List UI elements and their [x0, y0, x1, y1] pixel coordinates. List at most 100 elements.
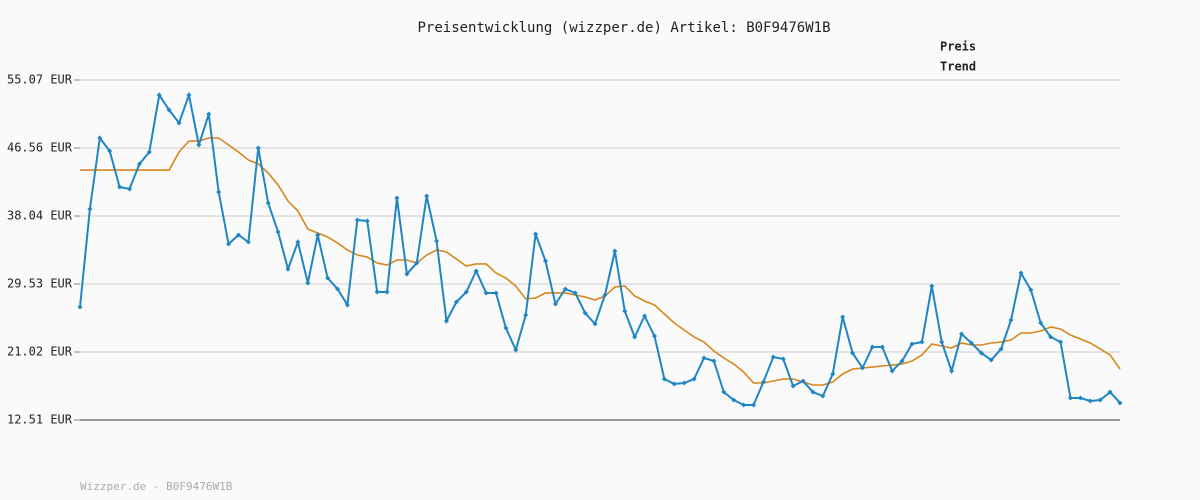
- point: [830, 371, 836, 377]
- point: [473, 268, 479, 274]
- point: [998, 346, 1004, 352]
- point: [117, 184, 123, 190]
- point: [721, 389, 727, 395]
- point: [186, 92, 192, 98]
- point: [543, 258, 549, 264]
- point: [424, 193, 430, 199]
- point: [226, 241, 232, 247]
- point: [780, 356, 786, 362]
- chart-title: Preisentwicklung (wizzper.de) Artikel: B…: [417, 20, 830, 36]
- point: [879, 344, 885, 350]
- legend-label: Trend: [940, 60, 976, 74]
- point: [216, 189, 222, 195]
- point: [909, 341, 915, 347]
- point: [770, 354, 776, 360]
- point: [899, 358, 905, 364]
- point: [305, 280, 311, 286]
- point: [671, 381, 677, 387]
- point: [156, 92, 162, 98]
- point: [1058, 339, 1064, 345]
- point: [483, 290, 489, 296]
- y-tick-label: 46.56 EUR: [7, 140, 73, 154]
- point: [651, 333, 657, 339]
- point: [800, 378, 806, 384]
- point: [384, 289, 390, 295]
- point: [315, 232, 321, 238]
- point: [404, 271, 410, 277]
- point: [374, 289, 380, 295]
- point: [622, 308, 628, 314]
- point: [196, 142, 202, 148]
- point: [443, 318, 449, 324]
- point: [344, 302, 350, 308]
- point: [760, 379, 766, 385]
- point: [939, 339, 945, 345]
- point: [612, 248, 618, 254]
- point: [1067, 395, 1073, 401]
- point: [691, 376, 697, 382]
- point: [731, 397, 737, 403]
- point: [562, 286, 568, 292]
- point: [325, 275, 331, 281]
- point: [1038, 320, 1044, 326]
- point: [87, 206, 93, 212]
- point: [889, 368, 895, 374]
- point: [146, 149, 152, 155]
- legend-label: Preis: [940, 40, 976, 54]
- point: [840, 314, 846, 320]
- point: [978, 350, 984, 356]
- point: [701, 355, 707, 361]
- point: [206, 111, 212, 117]
- point: [741, 402, 747, 408]
- point: [820, 393, 826, 399]
- point: [552, 301, 558, 307]
- point: [602, 292, 608, 298]
- point: [255, 145, 261, 151]
- point: [235, 232, 241, 238]
- point: [265, 200, 271, 206]
- point: [988, 357, 994, 363]
- point: [1107, 389, 1113, 395]
- point: [107, 148, 113, 154]
- y-tick-label: 55.07 EUR: [7, 73, 73, 87]
- point: [1087, 398, 1093, 404]
- point: [166, 107, 172, 113]
- point: [463, 289, 469, 295]
- point: [859, 365, 865, 371]
- point: [681, 380, 687, 386]
- point: [582, 310, 588, 316]
- footer: Wizzper.de - B0F9476W1B: [80, 480, 233, 493]
- point: [1018, 270, 1024, 276]
- point: [434, 238, 440, 244]
- point: [949, 368, 955, 374]
- point: [523, 312, 529, 318]
- series-line: [80, 137, 1121, 386]
- y-tick-label: 12.51 EUR: [7, 413, 73, 427]
- point: [285, 266, 291, 272]
- point: [77, 304, 83, 310]
- point: [414, 260, 420, 266]
- point: [295, 239, 301, 245]
- point: [176, 120, 182, 126]
- point: [1028, 287, 1034, 293]
- point: [493, 290, 499, 296]
- point: [790, 383, 796, 389]
- point: [513, 347, 519, 353]
- point: [503, 325, 509, 331]
- point: [711, 358, 717, 364]
- point: [127, 186, 133, 192]
- series-line: [79, 91, 1121, 406]
- point: [632, 334, 638, 340]
- point: [572, 290, 578, 296]
- point: [1048, 334, 1054, 340]
- point: [1008, 317, 1014, 323]
- point: [394, 195, 400, 201]
- point: [335, 286, 341, 292]
- point: [929, 283, 935, 289]
- point: [1117, 400, 1123, 406]
- point: [136, 161, 142, 167]
- point: [364, 218, 370, 224]
- point: [919, 339, 925, 345]
- y-tick-label: 38.04 EUR: [7, 209, 73, 223]
